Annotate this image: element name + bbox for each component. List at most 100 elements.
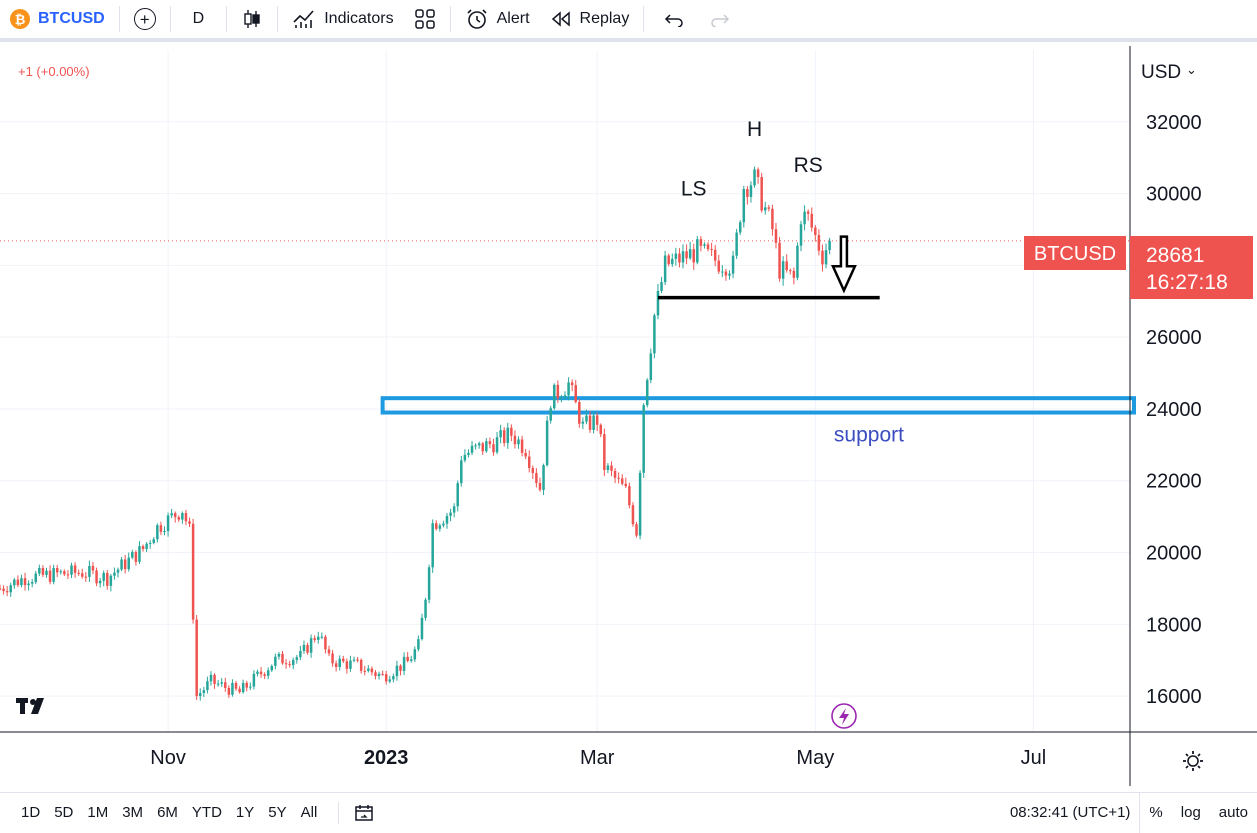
candle (771, 204, 774, 236)
candle-body (327, 649, 331, 654)
candle (810, 207, 813, 232)
range-all[interactable]: All (300, 804, 318, 821)
candle-body (59, 571, 63, 573)
calendar-icon[interactable] (353, 803, 375, 823)
candle (535, 468, 538, 488)
price-chart[interactable]: LS H RS support 16000 18000 20000 22000 24000 26… (0, 46, 1257, 786)
range-1y[interactable]: 1Y (235, 804, 255, 821)
compare-button[interactable]: + (124, 0, 166, 40)
candle-body (98, 580, 102, 584)
alert-button[interactable]: Alert (455, 0, 540, 40)
candle-body (721, 271, 724, 273)
candle-body (384, 674, 388, 682)
candle-body (227, 687, 231, 695)
candle (449, 508, 452, 522)
candle-body (295, 657, 299, 660)
candle-body (678, 253, 681, 263)
candle (764, 201, 767, 215)
candle-body (628, 486, 631, 506)
candle-body (80, 573, 84, 577)
settings-gear-icon[interactable] (1183, 751, 1203, 771)
candle-body (302, 644, 306, 651)
candle-body (649, 353, 653, 381)
range-5y[interactable]: 5Y (268, 804, 287, 821)
candle (678, 248, 681, 268)
candle (381, 670, 384, 676)
candle-body (738, 222, 742, 233)
candle-body (642, 405, 645, 473)
tradingview-logo[interactable] (16, 698, 44, 714)
currency-label[interactable]: USD (1141, 62, 1181, 83)
candle-body (817, 235, 821, 251)
range-5d[interactable]: 5D (54, 804, 74, 821)
clock-readout[interactable]: 08:32:41 (UTC+1) (1009, 804, 1131, 821)
candle-body (624, 483, 628, 487)
candle-body (324, 636, 327, 650)
candle-body (671, 258, 674, 265)
change-readout: +1 (+0.00%) (18, 64, 90, 79)
indicators-icon (293, 10, 314, 28)
candle (420, 613, 424, 641)
lightning-icon[interactable] (831, 703, 857, 729)
range-3m[interactable]: 3M (122, 804, 144, 821)
symbol-search[interactable]: ₿ BTCUSD (0, 0, 115, 40)
candle-body (374, 672, 377, 677)
candle-body (660, 282, 663, 291)
candle-body (474, 445, 477, 447)
candle (231, 679, 234, 697)
candle (520, 435, 524, 457)
time-tick-label: May (796, 747, 834, 769)
candle-body (266, 670, 270, 676)
percent-toggle[interactable]: % (1149, 804, 1163, 821)
divider (226, 6, 228, 32)
range-ytd[interactable]: YTD (191, 804, 222, 821)
candle-body (395, 665, 399, 677)
candle-body (574, 385, 577, 402)
candle-body (767, 207, 771, 209)
candle (442, 520, 445, 528)
redo-button[interactable] (700, 0, 740, 40)
candle (159, 521, 163, 536)
candle (756, 167, 760, 184)
candle-body (152, 539, 156, 543)
candle-body (249, 686, 252, 688)
candle (717, 254, 721, 274)
candle (588, 410, 592, 433)
candle-body (181, 513, 184, 520)
chart-type-button[interactable] (231, 0, 273, 40)
range-1d[interactable]: 1D (21, 804, 41, 821)
candle-body (717, 260, 721, 272)
auto-toggle[interactable]: auto (1218, 804, 1248, 821)
candle-body (184, 513, 188, 522)
grid-layer (0, 50, 1130, 732)
range-6m[interactable]: 6M (157, 804, 178, 821)
candle (306, 642, 309, 655)
divider (118, 6, 120, 32)
range-1m[interactable]: 1M (87, 804, 109, 821)
candle (106, 570, 109, 590)
chart-area[interactable]: LS H RS support 16000 18000 20000 22000 24000 26… (0, 46, 1257, 786)
candle (556, 380, 560, 403)
candle (234, 680, 238, 691)
candle (728, 270, 731, 280)
candle (638, 470, 642, 540)
candle-body (220, 682, 223, 684)
candle (635, 521, 638, 538)
templates-button[interactable] (404, 0, 446, 40)
interval-button[interactable]: D (175, 0, 223, 40)
log-toggle[interactable]: log (1180, 804, 1201, 821)
candle (735, 228, 738, 259)
candle (263, 672, 266, 680)
candle-body (45, 570, 48, 575)
candle-body (524, 452, 527, 457)
candle (585, 409, 588, 425)
replay-button[interactable]: Replay (540, 0, 640, 40)
candle-body (392, 676, 395, 680)
undo-button[interactable] (648, 0, 700, 40)
candle (284, 659, 288, 669)
candle-body (688, 249, 692, 259)
candle-body (284, 663, 288, 665)
interval-label: D (192, 10, 205, 27)
indicators-button[interactable]: Indicators (282, 0, 403, 40)
candle-body (123, 559, 127, 570)
